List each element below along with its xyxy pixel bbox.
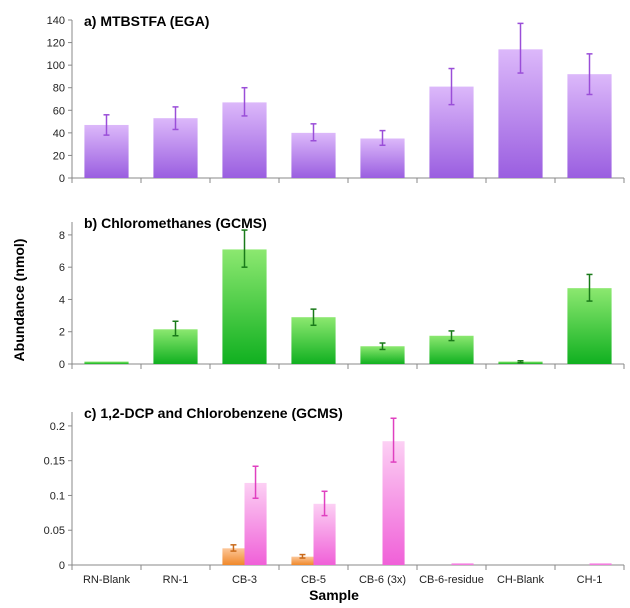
error-bar [241, 86, 248, 117]
error-bar [299, 553, 306, 559]
y-tick-label: 0.05 [44, 525, 65, 537]
error-bar [390, 417, 397, 463]
x-tick-label: CH-Blank [497, 574, 545, 586]
y-tick-label: 100 [47, 60, 65, 72]
x-tick-label: CH-1 [577, 574, 603, 586]
panel-title: b) Chloromethanes (GCMS) [84, 215, 267, 231]
panel-title: a) MTBSTFA (EGA) [84, 13, 209, 29]
x-tick-label: CB-3 [232, 574, 257, 586]
x-axis-label: Sample [309, 587, 359, 603]
x-tick-label: CB-6-residue [419, 574, 484, 586]
y-tick-label: 4 [59, 294, 65, 306]
bar-cb-3-series-2 [244, 482, 267, 565]
error-bar [448, 67, 455, 106]
y-tick-label: 140 [47, 15, 65, 27]
y-tick-label: 20 [53, 150, 65, 162]
shared-y-axis-label: Abundance (nmol) [11, 239, 27, 362]
x-tick-label: CB-6 (3x) [359, 574, 406, 586]
y-tick-label: 0 [59, 173, 65, 185]
error-bar [448, 330, 455, 342]
bar-cb-6-3x--series-2 [382, 441, 405, 565]
y-tick-label: 80 [53, 83, 65, 95]
panel-title: c) 1,2-DCP and Chlorobenzene (GCMS) [84, 405, 343, 421]
y-tick-label: 0 [59, 560, 65, 572]
error-bar [103, 114, 110, 136]
bar-cb-3-series-1 [222, 548, 245, 565]
bar-cb-3-series-1 [222, 249, 267, 364]
y-tick-label: 40 [53, 128, 65, 140]
error-bar [310, 123, 317, 142]
x-tick-label: RN-Blank [83, 574, 131, 586]
panel-2: 0 2 4 6 8 b) Chloromethanes (GCMS) [59, 215, 625, 371]
panel-3: 0 0.05 0.1 0.15 0.2 c) 1,2-DCP and Chlorobenz… [44, 405, 625, 603]
y-tick-label: 0 [59, 359, 65, 371]
error-bar [172, 106, 179, 131]
y-tick-label: 60 [53, 105, 65, 117]
bar-cb-5-series-1 [291, 556, 314, 565]
bar-rn-blank-series-1 [84, 361, 129, 364]
y-tick-label: 2 [59, 327, 65, 339]
error-bar [310, 308, 317, 327]
panel-1: 0 20 40 60 80 100 120 140 a) MTBSTFA (EGA) [47, 13, 625, 185]
error-bar [321, 490, 328, 517]
bar-cb-6-3x--series-1 [360, 346, 405, 364]
bar-cb-6-residue-series-2 [451, 563, 474, 565]
bar-ch-1-series-2 [589, 563, 612, 565]
y-tick-label: 0.15 [44, 456, 65, 468]
error-bar [252, 465, 259, 499]
error-bar [517, 360, 524, 364]
y-tick-label: 8 [59, 230, 65, 242]
error-bar [379, 129, 386, 147]
error-bar [172, 320, 179, 337]
error-bar [586, 273, 593, 302]
error-bar [230, 544, 237, 552]
y-tick-label: 0.2 [50, 421, 65, 433]
y-tick-label: 6 [59, 262, 65, 274]
bar-cb-5-series-2 [313, 503, 336, 565]
x-tick-label: RN-1 [163, 574, 189, 586]
error-bar [241, 229, 248, 268]
error-bar [586, 53, 593, 96]
y-tick-label: 120 [47, 38, 65, 50]
error-bar [379, 342, 386, 351]
x-tick-label: CB-5 [301, 574, 326, 586]
y-tick-label: 0.1 [50, 490, 65, 502]
error-bar [517, 22, 524, 74]
